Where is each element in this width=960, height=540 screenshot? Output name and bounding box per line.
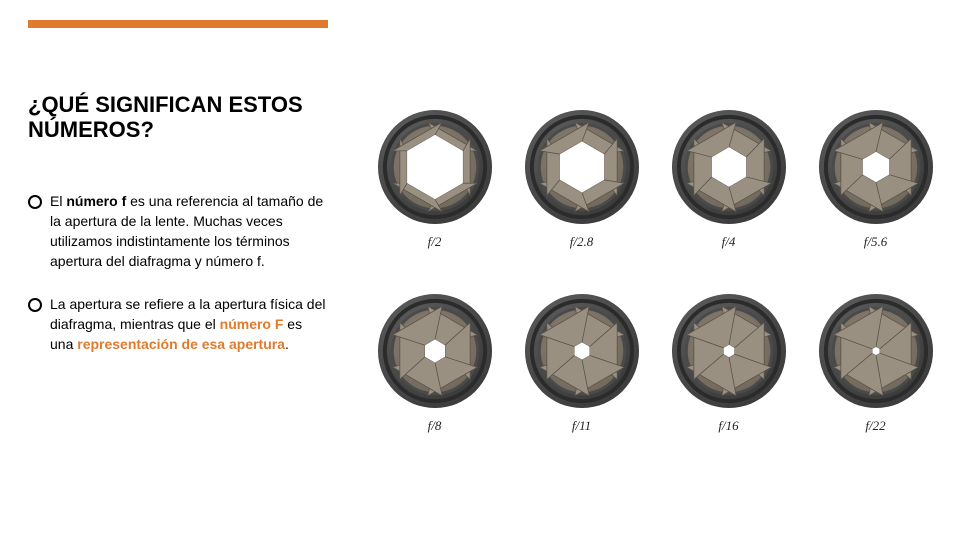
bullet-item: La apertura se refiere a la apertura fís…	[28, 294, 328, 355]
aperture-label: f/8	[376, 418, 494, 434]
lens-icon	[817, 108, 935, 226]
highlight-text: representación de esa apertura	[77, 336, 285, 352]
aperture-label: f/2.8	[523, 234, 641, 250]
aperture-cell: f/5.6	[817, 108, 935, 250]
aperture-label: f/4	[670, 234, 788, 250]
highlight-text: número F	[220, 316, 284, 332]
text-column: ¿QUÉ SIGNIFICAN ESTOS NÚMEROS? El número…	[28, 92, 328, 377]
aperture-cell: f/16	[670, 292, 788, 434]
aperture-diagram: f/2 f/2.8	[370, 108, 940, 434]
aperture-cell: f/2	[376, 108, 494, 250]
aperture-cell: f/11	[523, 292, 641, 434]
aperture-label: f/16	[670, 418, 788, 434]
accent-bar	[28, 20, 328, 28]
aperture-label: f/11	[523, 418, 641, 434]
slide-title: ¿QUÉ SIGNIFICAN ESTOS NÚMEROS?	[28, 92, 328, 143]
bullet-item: El número f es una referencia al tamaño …	[28, 191, 328, 272]
text: .	[285, 336, 289, 352]
aperture-cell: f/22	[817, 292, 935, 434]
bold-text: número f	[66, 193, 126, 209]
lens-icon	[670, 292, 788, 410]
aperture-label: f/5.6	[817, 234, 935, 250]
lens-icon	[817, 292, 935, 410]
lens-icon	[376, 108, 494, 226]
bullet-list: El número f es una referencia al tamaño …	[28, 191, 328, 355]
lens-icon	[376, 292, 494, 410]
aperture-cell: f/8	[376, 292, 494, 434]
text: El	[50, 193, 66, 209]
aperture-label: f/22	[817, 418, 935, 434]
lens-icon	[523, 108, 641, 226]
aperture-cell: f/4	[670, 108, 788, 250]
aperture-label: f/2	[376, 234, 494, 250]
lens-icon	[670, 108, 788, 226]
lens-icon	[523, 292, 641, 410]
aperture-cell: f/2.8	[523, 108, 641, 250]
